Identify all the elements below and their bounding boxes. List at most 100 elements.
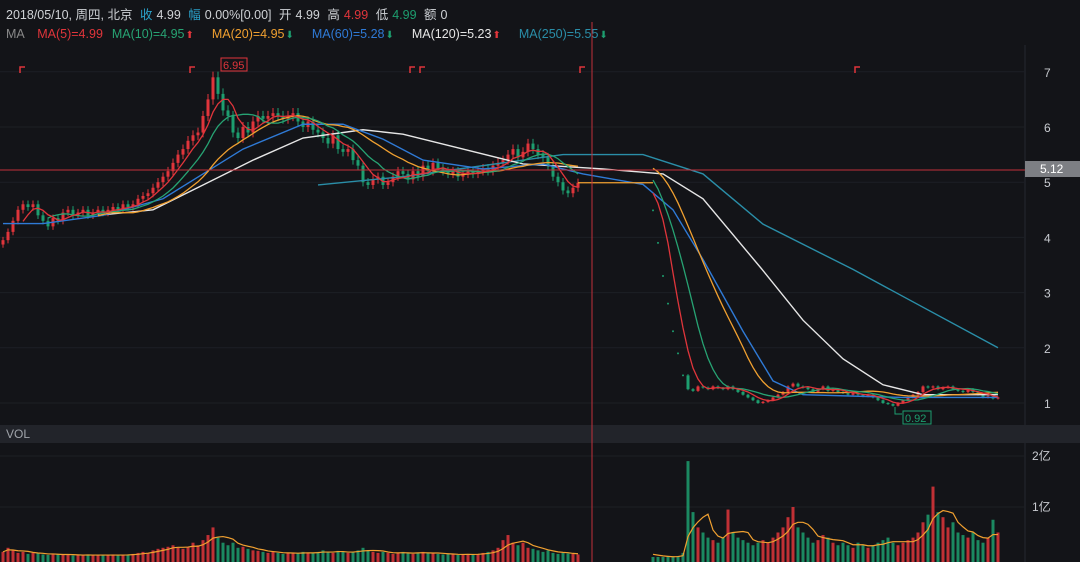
high-label: 高: [327, 8, 340, 22]
volume-bar: [246, 548, 250, 562]
volume-bar: [101, 554, 105, 562]
candle: [146, 193, 150, 196]
volume-bar: [816, 540, 820, 562]
candle: [106, 209, 110, 213]
candle: [556, 176, 560, 183]
volume-bar: [781, 527, 785, 562]
y-tick-label: 1: [1044, 397, 1051, 411]
volume-bar: [786, 517, 790, 562]
ma60-line: [3, 123, 998, 399]
candle: [881, 400, 885, 403]
min-marker-icon: [894, 407, 902, 415]
volume-bar: [876, 542, 880, 562]
candle: [366, 182, 370, 185]
volume-bar: [721, 537, 725, 562]
candle: [26, 204, 30, 208]
volume-bar: [336, 550, 340, 562]
arrow-up-icon: ⬆: [185, 30, 194, 41]
candle: [506, 154, 510, 161]
candle: [861, 394, 865, 397]
volume-bar: [446, 553, 450, 562]
max-price-box: [220, 57, 248, 72]
volume-bar: [826, 537, 830, 562]
close-value: 4.99: [156, 8, 181, 22]
candle: [786, 386, 790, 392]
volume-bar: [371, 551, 375, 562]
volume-bar: [661, 556, 665, 562]
volume-bar: [501, 540, 505, 562]
candle: [161, 176, 165, 183]
candle: [181, 149, 185, 155]
candle: [701, 386, 705, 388]
high-value: 4.99: [343, 8, 369, 22]
event-marker-icon: [419, 66, 425, 73]
vol-tick-label: 2亿: [1032, 448, 1051, 463]
volume-bar: [76, 554, 80, 562]
candle: [921, 386, 925, 392]
candle: [751, 397, 755, 401]
volume-bar: [776, 532, 780, 562]
ma-title: MA: [6, 27, 25, 41]
candle: [662, 275, 664, 278]
volume-bar: [191, 542, 195, 562]
volume-bar: [556, 553, 560, 562]
candle: [682, 374, 684, 377]
volume-bar: [141, 551, 145, 562]
candle: [316, 129, 320, 133]
candle: [501, 160, 505, 163]
candle: [211, 77, 215, 100]
open-value: 4.99: [295, 8, 320, 22]
volume-bar: [296, 552, 300, 562]
event-marker-icon: [579, 66, 585, 73]
volume-bar: [41, 554, 45, 562]
volume-bar: [321, 550, 325, 562]
volume-bar: [491, 550, 495, 562]
ma5-line: [22, 98, 999, 404]
ma-legend-item: MA(60)=5.28⬇: [312, 27, 403, 41]
candle: [241, 127, 245, 139]
volume-bar: [126, 554, 130, 562]
candle: [16, 209, 20, 221]
volume-bar: [871, 545, 875, 562]
volume-bar: [331, 552, 335, 562]
volume-bar: [201, 540, 205, 562]
candle: [381, 176, 385, 185]
volume-bar: [866, 547, 870, 562]
volume-bar: [166, 546, 170, 562]
candle: [531, 143, 535, 150]
candle: [281, 115, 285, 119]
volume-bar: [161, 547, 165, 562]
volume-bar: [286, 552, 290, 562]
candle: [836, 389, 840, 392]
candle: [576, 182, 580, 188]
min-price-label: 0.92: [905, 413, 926, 425]
candle: [271, 113, 275, 116]
ma-legend-label: MA(20)=4.95: [211, 27, 285, 41]
volume-bar: [751, 545, 755, 562]
volume-bar: [966, 537, 970, 562]
candle: [691, 389, 695, 391]
candle: [1, 240, 5, 245]
volume-bar: [46, 554, 50, 562]
candle: [96, 209, 100, 213]
candle: [966, 389, 970, 392]
candle: [116, 207, 120, 210]
volume-bar: [426, 552, 430, 562]
event-marker-icon: [409, 66, 415, 73]
volume-bar: [881, 540, 885, 562]
candle: [761, 401, 765, 403]
candle: [136, 198, 140, 205]
volume-bar: [131, 553, 135, 562]
volume-bar: [106, 555, 110, 562]
volume-bar: [196, 545, 200, 562]
volume-bar: [536, 550, 540, 562]
volume-bar: [251, 550, 255, 562]
volume-bar: [386, 552, 390, 562]
crosshair-value-box: [1025, 161, 1080, 177]
volume-bar: [116, 554, 120, 562]
ma-legend-item: MA(120)=5.23⬆: [412, 27, 510, 41]
event-marker-icon: [854, 66, 860, 73]
volume-bar: [546, 550, 550, 562]
volume-bar: [291, 553, 295, 562]
